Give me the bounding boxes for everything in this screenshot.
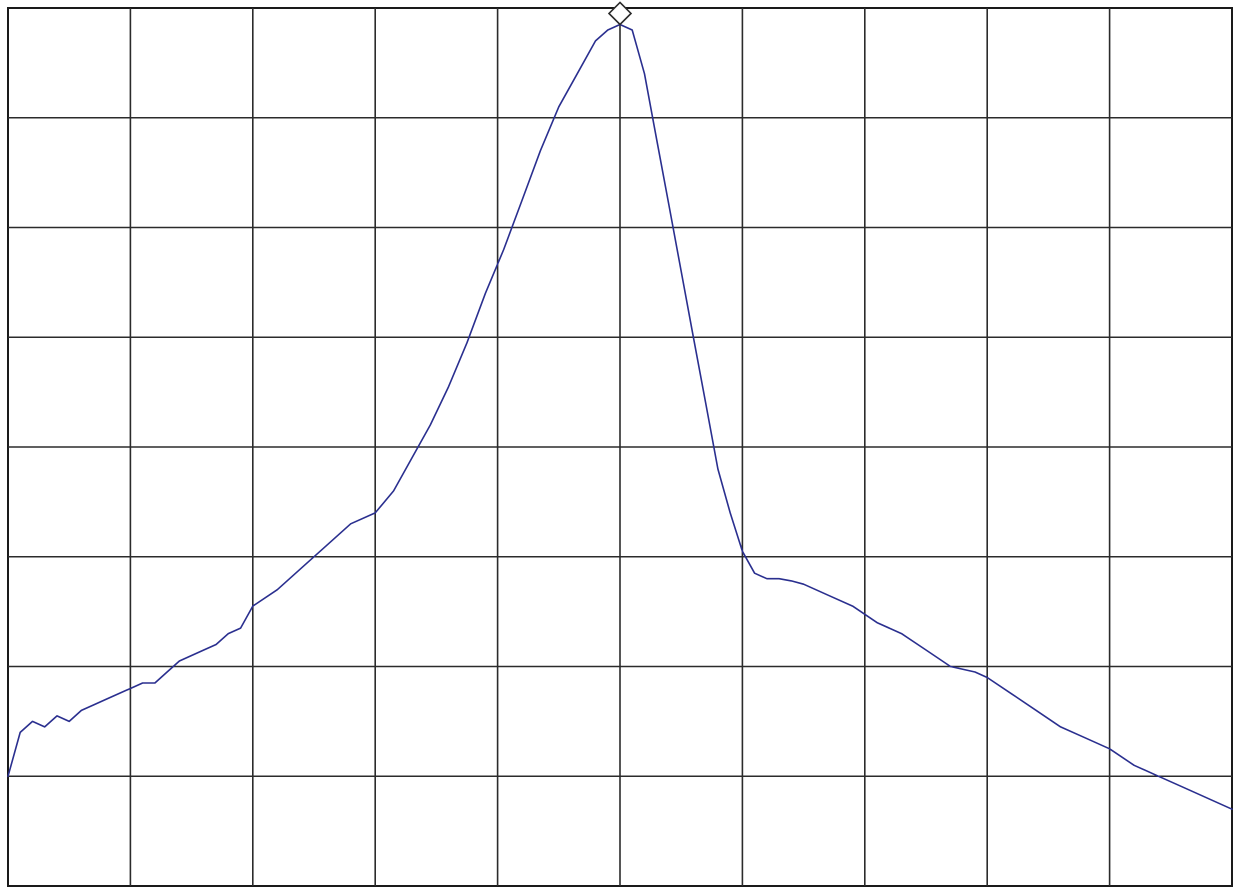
trace-layer <box>7 23 1233 811</box>
grid-layer <box>7 7 1233 887</box>
peak-marker-diamond-icon <box>607 1 633 26</box>
marker-layer <box>607 1 633 26</box>
spectrum-trace <box>7 23 1233 811</box>
